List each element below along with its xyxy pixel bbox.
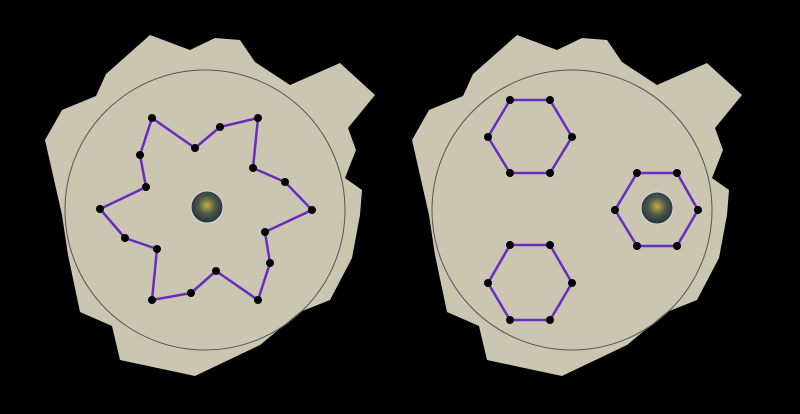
- boundary-circle: [431, 69, 713, 351]
- unit-icon: [190, 190, 224, 224]
- left-panel: [45, 35, 375, 376]
- boundary-circle: [64, 69, 346, 351]
- right-panel: [412, 35, 742, 376]
- terrain: [412, 35, 742, 376]
- unit-icon: [640, 191, 674, 225]
- star-nodes: [96, 114, 316, 304]
- hexagon-nodes: [484, 96, 702, 324]
